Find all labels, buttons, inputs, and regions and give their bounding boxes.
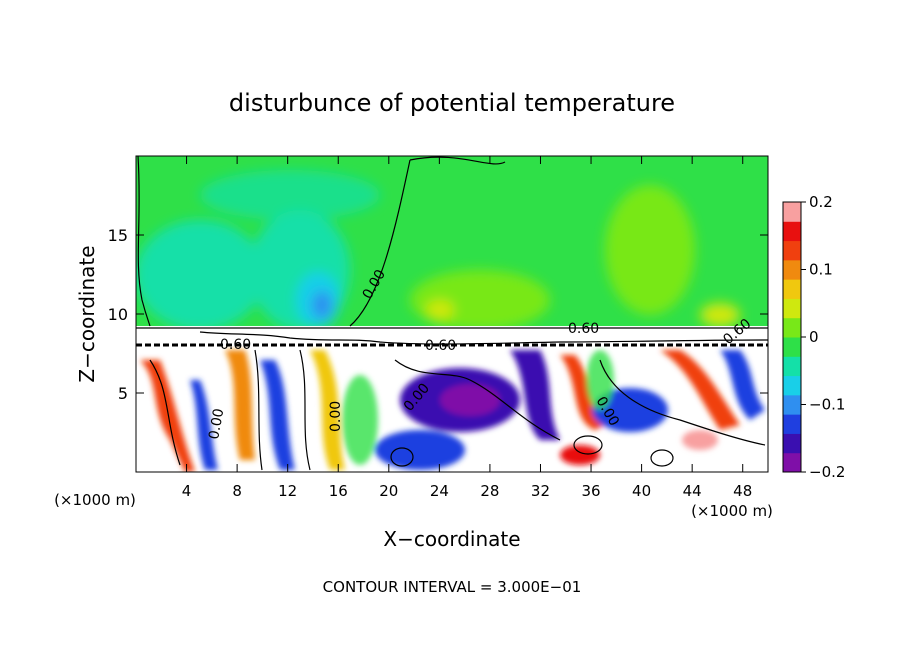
colorbar-swatch-13: [783, 202, 801, 222]
colorbar-swatch-7: [783, 317, 801, 338]
x-axis-label: X−coordinate: [383, 527, 520, 551]
x-tick-label-0: 4: [182, 482, 192, 500]
x-unit-left: (×1000 m): [54, 491, 136, 509]
x-tick-label-10: 44: [683, 482, 702, 500]
cold-plume-2: [190, 380, 218, 470]
colorbar-swatch-0: [783, 452, 801, 473]
contour-lower-5: [599, 359, 766, 446]
y-axis-label: Z−coordinate: [75, 245, 99, 382]
contour-eddy-3: [650, 449, 674, 467]
warm-region-center: [410, 270, 550, 330]
x-unit-right: (×1000 m): [691, 502, 773, 520]
y-tick-label-0: 5: [118, 384, 128, 403]
warm-plume-1: [225, 350, 255, 460]
colorbar-tick-label-1: 0.1: [809, 261, 833, 279]
cold-pool-right: [592, 388, 668, 432]
cool-band-top: [200, 170, 380, 220]
cold-pool-core: [440, 384, 500, 416]
warm-plume-right: [660, 350, 740, 430]
contour-eddy-2: [573, 435, 603, 455]
contour-interval-note: CONTOUR INTERVAL = 3.000E−01: [323, 578, 582, 596]
colorbar-tick-label-3: −0.1: [809, 396, 845, 414]
x-tick-label-2: 12: [278, 482, 297, 500]
x-tick-label-5: 24: [430, 482, 449, 500]
colorbar: 0.2 0.1 0 −0.1 −0.2: [782, 193, 845, 481]
contour-lower-2: [254, 349, 263, 471]
colorbar-tick-label-2: 0: [809, 328, 819, 346]
colorbar-swatch-9: [783, 279, 801, 299]
colorbar-swatch-3: [783, 394, 801, 415]
warm-core-right: [700, 303, 740, 327]
x-tick-label-9: 40: [632, 482, 651, 500]
contour-label-5: 0.00: [206, 407, 227, 440]
zero-contour-front: [349, 156, 506, 327]
upper-anomalies: [136, 170, 740, 330]
x-tick-label-6: 28: [480, 482, 499, 500]
cold-plume-right: [720, 350, 765, 420]
colorbar-swatch-10: [783, 259, 801, 280]
colorbar-swatch-2: [783, 414, 801, 434]
colorbar-swatch-6: [783, 337, 801, 357]
contour-lower-1: [149, 359, 181, 466]
chart-title: disturbunce of potential temperature: [229, 89, 675, 117]
warm-spot-right: [682, 430, 718, 450]
cool-region-left: [136, 220, 265, 330]
contour-label-1: 0.60: [568, 321, 599, 337]
contour-label-2: 0.60: [220, 337, 251, 353]
x-tick-label-11: 48: [733, 482, 752, 500]
colorbar-tick-label-4: −0.2: [809, 463, 845, 481]
contour-lines: [136, 156, 768, 471]
contour-lower-4: [394, 359, 561, 441]
y-axis: 5 10 15: [108, 226, 768, 403]
plot-area: 0.00 0.60 0.60 0.60 0.60 0.00 0.00 0.00 …: [136, 156, 768, 472]
colorbar-swatch-5: [783, 356, 801, 377]
colorbar-swatch-1: [783, 433, 801, 454]
green-band-1: [342, 375, 378, 465]
cold-pool-bottom: [375, 430, 465, 470]
warm-plume-left: [140, 360, 195, 472]
cold-plume-1: [260, 360, 295, 470]
contour-eddy-1: [390, 447, 414, 467]
colorbar-swatch-11: [783, 240, 801, 261]
colorbar-swatch-12: [783, 221, 801, 242]
x-tick-label-8: 36: [581, 482, 600, 500]
warm-region-right: [605, 185, 695, 315]
colorbar-tick-label-0: 0.2: [809, 193, 833, 211]
cold-core-deep: [312, 291, 332, 319]
x-tick-label-7: 32: [531, 482, 550, 500]
lower-anomalies: [140, 350, 765, 472]
green-band-2: [586, 350, 614, 410]
inversion-layer: [136, 326, 768, 346]
warm-plume-2: [310, 350, 345, 470]
contour-lower-3: [299, 349, 311, 471]
x-tick-label-4: 20: [379, 482, 398, 500]
y-tick-label-1: 10: [108, 305, 128, 324]
x-tick-label-1: 8: [232, 482, 242, 500]
contour-label-3: 0.60: [425, 338, 456, 354]
warm-spot-bottom: [560, 445, 600, 465]
x-tick-label-3: 16: [329, 482, 348, 500]
zero-contour-upper: [137, 156, 151, 327]
y-tick-label-2: 15: [108, 226, 128, 245]
layer-line: [199, 331, 768, 345]
colorbar-swatch-4: [783, 375, 801, 396]
cold-plume-3: [510, 350, 560, 440]
colorbar-swatch-8: [783, 298, 801, 319]
contour-label-6: 0.00: [328, 401, 344, 432]
x-axis: 4 8 12 16 20 24 28 32 36 40 44 48: [182, 156, 752, 500]
warm-core-center: [426, 300, 454, 320]
